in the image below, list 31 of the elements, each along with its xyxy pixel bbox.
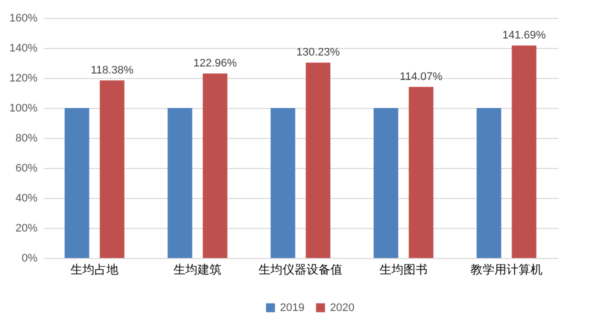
- legend-label: 2019: [280, 302, 304, 314]
- y-tick-label: 20%: [15, 222, 38, 234]
- bar: [168, 108, 192, 258]
- bar: [64, 108, 90, 258]
- data-label: 141.69%: [502, 29, 546, 42]
- y-tick-label: 120%: [9, 72, 38, 84]
- y-tick-label: 60%: [15, 162, 38, 174]
- y-tick-label: 100%: [9, 102, 38, 114]
- y-tick-label: 0%: [22, 252, 38, 264]
- bar: [100, 80, 124, 258]
- bar: [306, 62, 330, 258]
- data-label: 130.23%: [296, 46, 340, 59]
- data-label: 114.07%: [400, 70, 443, 83]
- bar: [374, 108, 398, 258]
- x-tick-label: 生均图书: [380, 262, 428, 276]
- y-tick-label: 140%: [9, 42, 38, 54]
- bar: [270, 108, 296, 258]
- bar: [512, 45, 536, 258]
- y-tick-label: 160%: [9, 12, 38, 24]
- bar: [202, 74, 228, 258]
- data-label: 118.38%: [90, 64, 134, 76]
- x-tick-label: 生均仪器设备值: [258, 262, 342, 276]
- bar: [408, 86, 434, 258]
- data-label: 122.96%: [193, 58, 237, 70]
- legend-label: 2020: [330, 302, 354, 314]
- bar: [476, 108, 502, 258]
- y-tick-label: 40%: [15, 192, 38, 204]
- y-tick-label: 80%: [15, 132, 38, 144]
- x-tick-label: 教学用计算机: [470, 262, 542, 276]
- x-tick-label: 生均建筑: [174, 262, 222, 276]
- x-tick-label: 生均占地: [70, 262, 118, 276]
